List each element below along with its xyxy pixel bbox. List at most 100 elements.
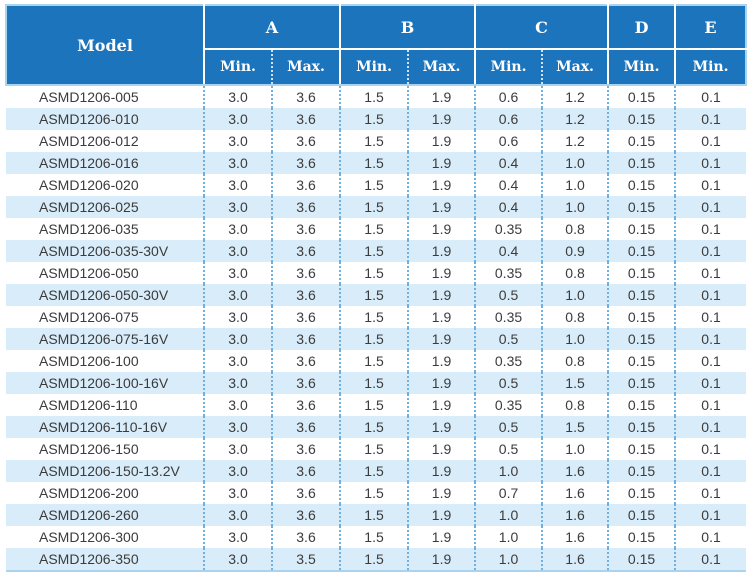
value-cell: 3.6 (270, 416, 341, 438)
value-cell: 3.0 (203, 152, 272, 174)
value-cell: 1.5 (339, 372, 409, 394)
value-cell: 3.0 (203, 108, 272, 130)
model-cell: ASMD1206-050 (39, 265, 139, 281)
table-row: ASMD1206-100 3.0 3.6 1.5 1.9 0.35 0.8 0.15 0.1 (6, 350, 747, 372)
value-cell: 0.4 (474, 240, 543, 262)
value-cell: 1.9 (407, 372, 476, 394)
value-cell: 1.0 (541, 152, 609, 174)
value-cell: 1.5 (339, 328, 409, 350)
value-cell: 0.15 (607, 328, 676, 350)
group-header-c: C (474, 5, 609, 50)
model-cell: ASMD1206-012 (39, 133, 139, 149)
value-cell: 0.1 (674, 372, 747, 394)
value-cell: 0.1 (674, 108, 747, 130)
model-cell: ASMD1206-035 (39, 221, 139, 237)
table-row: ASMD1206-350 3.0 3.5 1.5 1.9 1.0 1.6 0.15 0.1 (6, 548, 747, 572)
model-cell: ASMD1206-010 (6, 108, 204, 130)
value-cell: 1.6 (541, 482, 609, 504)
value-cell: 1.9 (407, 218, 476, 240)
table-row: ASMD1206-005 3.0 3.6 1.5 1.9 0.6 1.2 0.15 0.1 (6, 85, 747, 108)
value-cell: 0.1 (674, 284, 747, 306)
value-cell: 0.1 (674, 504, 747, 526)
value-cell: 0.1 (674, 262, 747, 284)
value-cell: 1.5 (339, 416, 409, 438)
value-cell: 1.9 (407, 240, 476, 262)
value-cell: 1.0 (541, 328, 609, 350)
value-cell: 1.2 (541, 108, 609, 130)
value-cell: 3.0 (203, 284, 272, 306)
subheader-c-min: Min. (474, 49, 543, 86)
table-row: ASMD1206-016 3.0 3.6 1.5 1.9 0.4 1.0 0.15 0.1 (6, 152, 747, 174)
value-cell: 3.0 (203, 85, 272, 108)
value-cell: 1.6 (541, 504, 609, 526)
table-row: ASMD1206-020 3.0 3.6 1.5 1.9 0.4 1.0 0.15 0.1 (6, 174, 747, 196)
value-cell: 0.5 (474, 328, 543, 350)
value-cell: 0.1 (674, 196, 747, 218)
value-cell: 0.7 (474, 482, 543, 504)
value-cell: 0.15 (607, 438, 676, 460)
value-cell: 0.15 (607, 526, 676, 548)
value-cell: 0.15 (607, 174, 676, 196)
value-cell: 3.0 (203, 130, 272, 152)
table-row: ASMD1206-050-30V 3.0 3.6 1.5 1.9 0.5 1.0 0.15 0.… (6, 284, 747, 306)
model-cell: ASMD1206-075-16V (6, 328, 204, 350)
value-cell: 3.0 (203, 196, 272, 218)
table-row: ASMD1206-075-16V 3.0 3.6 1.5 1.9 0.5 1.0 0.15 0.… (6, 328, 747, 350)
model-cell: ASMD1206-150-13.2V (6, 460, 204, 482)
subheader-d-min: Min. (607, 49, 676, 86)
value-cell: 0.4 (474, 152, 543, 174)
value-cell: 1.0 (474, 504, 543, 526)
value-cell: 3.0 (203, 262, 272, 284)
value-cell: 0.6 (474, 85, 543, 108)
value-cell: 1.0 (474, 526, 543, 548)
spec-table: Model A B C D E Min. Max. Min. Max. Min.… (5, 4, 748, 572)
model-cell: ASMD1206-005 (39, 89, 139, 105)
value-cell: 1.2 (541, 85, 609, 108)
value-cell: 1.5 (339, 130, 409, 152)
value-cell: 1.9 (407, 438, 476, 460)
value-cell: 0.15 (607, 394, 676, 416)
value-cell: 0.1 (674, 85, 747, 108)
value-cell: 1.0 (541, 284, 609, 306)
value-cell: 1.9 (407, 526, 476, 548)
value-cell: 3.6 (270, 482, 341, 504)
value-cell: 1.0 (541, 438, 609, 460)
value-cell: 0.15 (607, 130, 676, 152)
value-cell: 0.8 (541, 262, 609, 284)
value-cell: 3.6 (270, 262, 341, 284)
table-row: ASMD1206-035-30V 3.0 3.6 1.5 1.9 0.4 0.9 0.15 0.… (6, 240, 747, 262)
value-cell: 0.1 (674, 130, 747, 152)
subheader-b-min: Min. (339, 49, 409, 86)
value-cell: 1.9 (407, 130, 476, 152)
model-cell: ASMD1206-260 (6, 504, 204, 526)
value-cell: 1.5 (339, 306, 409, 328)
model-cell: ASMD1206-100 (39, 353, 139, 369)
model-cell: ASMD1206-075 (39, 309, 139, 325)
value-cell: 3.6 (270, 284, 341, 306)
value-cell: 0.1 (674, 460, 747, 482)
value-cell: 0.15 (607, 108, 676, 130)
table-row: ASMD1206-075 3.0 3.6 1.5 1.9 0.35 0.8 0.15 0.1 (6, 306, 747, 328)
table-row: ASMD1206-110-16V 3.0 3.6 1.5 1.9 0.5 1.5 0.15 0.… (6, 416, 747, 438)
value-cell: 1.5 (339, 262, 409, 284)
value-cell: 3.0 (203, 350, 272, 372)
table-row: ASMD1206-300 3.0 3.6 1.5 1.9 1.0 1.6 0.15 0.1 (6, 526, 747, 548)
subheader-a-max: Max. (270, 49, 341, 86)
value-cell: 0.15 (607, 262, 676, 284)
value-cell: 0.1 (674, 240, 747, 262)
value-cell: 1.5 (339, 108, 409, 130)
spec-table-body: ASMD1206-005 3.0 3.6 1.5 1.9 0.6 1.2 0.15 0.1 ASM… (6, 85, 747, 572)
model-cell: ASMD1206-150 (39, 441, 139, 457)
model-cell: ASMD1206-110-16V (6, 416, 204, 438)
value-cell: 0.4 (474, 196, 543, 218)
value-cell: 3.0 (203, 460, 272, 482)
value-cell: 1.9 (407, 152, 476, 174)
value-cell: 0.35 (474, 306, 543, 328)
value-cell: 1.6 (541, 526, 609, 548)
group-header-e: E (674, 5, 748, 50)
model-header: Model (5, 5, 204, 86)
value-cell: 1.9 (407, 328, 476, 350)
value-cell: 3.5 (270, 548, 341, 572)
value-cell: 0.5 (474, 416, 543, 438)
value-cell: 0.15 (607, 152, 676, 174)
